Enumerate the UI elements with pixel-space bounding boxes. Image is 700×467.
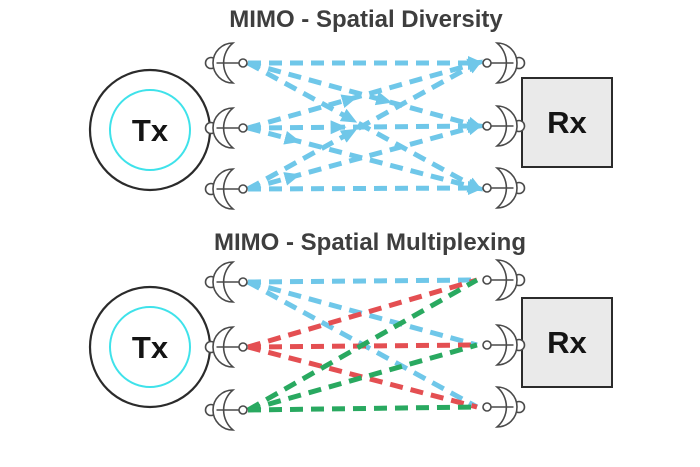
link-blue-tx3-rx2 — [247, 121, 484, 192]
tx-antenna-icon — [204, 389, 248, 431]
tx-antenna-icon — [204, 326, 248, 368]
rx-node: Rx — [521, 297, 613, 388]
diversity-links — [246, 56, 484, 196]
link-red-tx2-rx1 — [247, 277, 478, 350]
link-blue-tx1-rx1 — [247, 277, 478, 285]
rx-antenna-icon — [482, 324, 526, 366]
spatial-diversity-diagram: MIMO - Spatial Diversity Tx Rx — [88, 6, 613, 210]
tx-inner-ring — [109, 306, 191, 388]
spatial-diversity-title: MIMO - Spatial Diversity — [229, 6, 503, 33]
tx-label: Tx — [132, 330, 169, 365]
tx-node: Tx — [88, 285, 212, 409]
rx-label: Rx — [547, 325, 587, 360]
rx-label: Rx — [547, 105, 587, 140]
rx-box — [521, 77, 613, 168]
link-green-tx3-rx2 — [247, 342, 478, 413]
tx-antenna-icon — [204, 261, 248, 303]
tx-antenna-icon — [204, 168, 248, 210]
link-green-tx3-rx1 — [246, 277, 479, 413]
rx-antenna-icon — [482, 105, 526, 147]
link-blue-tx1-rx2 — [247, 279, 478, 348]
tx-node: Tx — [88, 68, 212, 192]
rx-antenna-icon — [482, 259, 526, 301]
spatial-multiplexing-title: MIMO - Spatial Multiplexing — [214, 229, 526, 256]
tx-label: Tx — [132, 113, 169, 148]
multiplexing-links — [246, 277, 479, 413]
link-blue-tx1-rx2 — [247, 60, 484, 131]
link-blue-tx3-rx3 — [247, 181, 484, 196]
link-blue-tx2-rx1 — [247, 58, 484, 131]
link-green-tx3-rx3 — [247, 404, 478, 413]
rx-antenna-icon — [482, 42, 526, 84]
tx-antenna-icon — [204, 107, 248, 149]
rx-node: Rx — [521, 77, 613, 168]
link-red-tx2-rx3 — [247, 344, 478, 410]
rx-antenna-icon — [482, 386, 526, 428]
tx-inner-ring — [109, 89, 191, 171]
spatial-multiplexing-diagram: MIMO - Spatial Multiplexing Tx Rx — [88, 229, 613, 431]
rx-antenna-icon — [482, 167, 526, 209]
tx-antenna-icon — [204, 42, 248, 84]
